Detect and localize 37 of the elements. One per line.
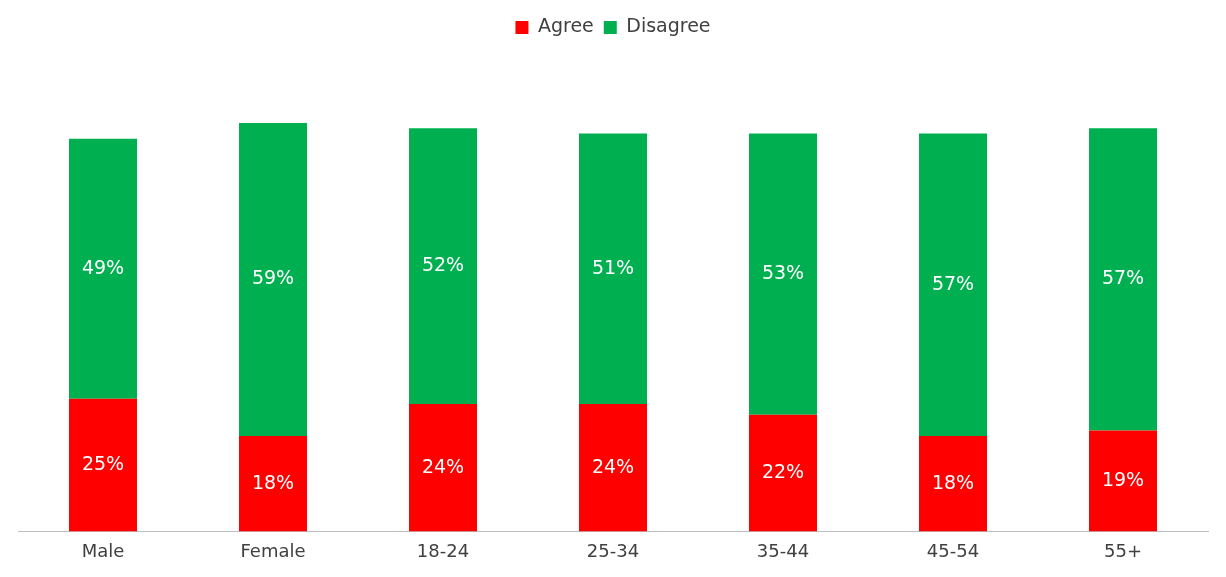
data-label: 18% — [931, 470, 975, 493]
data-label: 25% — [81, 452, 125, 475]
x-tick-label: Male — [81, 539, 125, 561]
bar — [919, 435, 987, 532]
data-label: 51% — [591, 255, 635, 278]
bar — [749, 133, 817, 415]
data-label: 57% — [1101, 266, 1145, 289]
bar — [749, 414, 817, 532]
data-label: 18% — [251, 470, 295, 493]
data-label: 57% — [931, 271, 975, 294]
data-label: 22% — [761, 459, 805, 482]
legend-label: Disagree — [626, 14, 711, 37]
legend-label: Agree — [537, 14, 594, 37]
bar — [1089, 430, 1157, 532]
bar — [69, 398, 137, 532]
bar — [579, 404, 647, 532]
bar — [579, 133, 647, 405]
x-tick-label: 35-44 — [756, 539, 810, 561]
bar — [919, 133, 987, 436]
data-label: 59% — [251, 266, 295, 289]
bar — [239, 122, 307, 436]
data-label: 49% — [81, 255, 125, 278]
bar — [69, 138, 137, 399]
data-label: 52% — [421, 253, 465, 276]
bar — [409, 128, 477, 405]
bar — [1089, 128, 1157, 431]
data-label: 24% — [591, 454, 635, 477]
bar — [409, 404, 477, 532]
x-tick-label: 45-54 — [926, 539, 980, 561]
x-tick-label: Female — [240, 539, 306, 561]
x-tick-label: 18-24 — [416, 539, 470, 561]
bar — [239, 435, 307, 532]
data-label: 53% — [761, 261, 805, 284]
data-label: 19% — [1101, 467, 1145, 490]
data-label: 24% — [421, 454, 465, 477]
x-tick-label: 25-34 — [586, 539, 640, 561]
x-tick-label: 55+ — [1104, 539, 1142, 561]
